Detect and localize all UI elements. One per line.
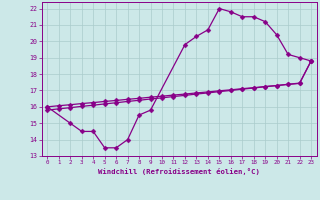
X-axis label: Windchill (Refroidissement éolien,°C): Windchill (Refroidissement éolien,°C) — [98, 168, 260, 175]
